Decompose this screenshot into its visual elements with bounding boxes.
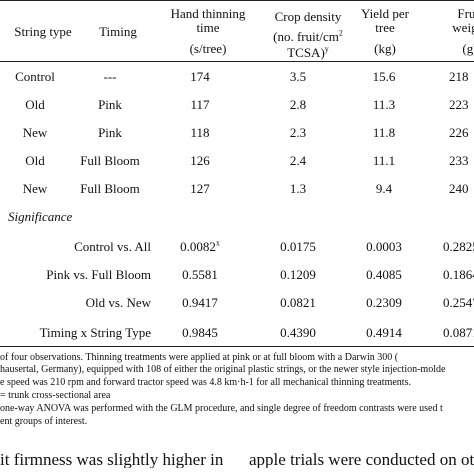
cell-thinning-time: 127	[190, 181, 210, 196]
cell-fruit-weight: 223	[449, 97, 469, 112]
cell-crop-density: 2.4	[289, 153, 307, 168]
table-top-rule	[0, 0, 474, 1]
header-crop-density-line3: TCSA)y	[287, 44, 329, 60]
cell-fruit-weight-p: 0.2547	[443, 295, 474, 310]
header-yield-line2: tree	[375, 20, 395, 35]
cell-timing: Pink	[98, 97, 122, 112]
cell-yield-p: 0.2309	[366, 295, 402, 310]
cell-crop-density: 2.3	[289, 125, 307, 140]
cell-timing: Pink	[98, 125, 122, 140]
header-timing: Timing	[99, 24, 137, 39]
cell-thinning-time-p: 0.5581	[182, 267, 218, 282]
header-yield-line3: (kg)	[374, 41, 396, 56]
cell-thinning-time: 118	[190, 125, 210, 140]
cell-contrast-label: Control vs. All	[74, 239, 151, 254]
footnote-line-6: ent groups of interest.	[0, 416, 88, 427]
cell-string-type: New	[22, 125, 48, 140]
cell-crop-density-p: 0.1209	[280, 267, 316, 282]
table-bottom-rule	[0, 346, 474, 347]
cell-thinning-time-p: 0.9417	[182, 295, 218, 310]
significance-label: Significance	[8, 209, 73, 224]
footnote-line-3: e speed was 210 rpm and forward tractor …	[0, 377, 411, 388]
cell-yield-p: 0.4085	[366, 267, 402, 282]
cell-contrast-label: Pink vs. Full Bloom	[46, 267, 151, 282]
cell-yield: 15.6	[372, 69, 396, 84]
cell-string-type: Old	[25, 97, 45, 112]
header-hand-thinning-line2: time	[196, 20, 220, 35]
cell-crop-density: 3.5	[289, 69, 307, 84]
cell-crop-density: 2.8	[289, 97, 307, 112]
cell-thinning-time-p: 0.9845	[182, 325, 218, 340]
cell-crop-density-p: 0.4390	[280, 325, 316, 340]
footnote-line-2: hausertal, Germany), equipped with 108 o…	[0, 364, 446, 375]
cell-yield-p: 0.4914	[366, 325, 402, 340]
cell-fruit-weight: 226	[449, 125, 469, 140]
cell-thinning-time: 117	[190, 97, 210, 112]
header-string-type: String type	[14, 24, 72, 39]
cell-contrast-label: Old vs. New	[85, 295, 151, 310]
cell-thinning-time: 174	[190, 69, 210, 84]
header-crop-density-line1: Crop density	[274, 9, 342, 24]
cell-yield: 11.1	[372, 153, 396, 168]
header-yield-line1: Yield per	[360, 6, 409, 21]
cell-fruit-weight: 218	[449, 69, 469, 84]
cell-string-type: Old	[25, 153, 45, 168]
header-fruit-weight-line1: Fruit	[457, 6, 474, 21]
cell-yield: 11.8	[372, 125, 396, 140]
cell-timing: Full Bloom	[80, 153, 140, 168]
cell-string-type: New	[22, 181, 48, 196]
header-hand-thinning-line3: (s/tree)	[189, 41, 227, 56]
cell-timing: Full Bloom	[80, 181, 140, 196]
cell-fruit-weight-p: 0.0871	[443, 325, 474, 340]
header-bottom-rule	[0, 61, 474, 62]
cell-fruit-weight-p: 0.2825	[443, 239, 474, 254]
cell-fruit-weight-p: 0.1864	[443, 267, 474, 282]
header-hand-thinning-line1: Hand thinning	[170, 6, 246, 21]
cell-thinning-time-p: 0.0082x	[180, 238, 220, 254]
footnote-line-5: one-way ANOVA was performed with the GLM…	[0, 403, 443, 414]
cell-yield: 9.4	[375, 181, 393, 196]
cell-fruit-weight: 233	[449, 153, 469, 168]
cell-string-type: Control	[15, 69, 55, 84]
cell-fruit-weight: 240	[449, 181, 469, 196]
cell-thinning-time: 126	[190, 153, 210, 168]
body-text-right-column: apple trials were conducted on other cu	[249, 451, 474, 468]
cell-crop-density-p: 0.0821	[280, 295, 316, 310]
header-fruit-weight-line3: (g)	[462, 41, 474, 56]
cell-timing: ---	[103, 69, 117, 84]
cell-crop-density-p: 0.0175	[280, 239, 316, 254]
body-text-left-column: it firmness was slightly higher in	[0, 451, 224, 468]
cell-yield-p: 0.0003	[366, 239, 402, 254]
footnote-line-4: = trunk cross-sectional area	[0, 390, 111, 401]
footnote-line-1: of four observations. Thinning treatment…	[0, 352, 399, 363]
header-fruit-weight-line2: weight	[452, 20, 474, 35]
header-crop-density-line2: (no. fruit/cm2	[273, 28, 343, 44]
cell-yield: 11.3	[372, 97, 396, 112]
cell-crop-density: 1.3	[289, 181, 307, 196]
cell-contrast-label: Timing x String Type	[39, 325, 151, 340]
